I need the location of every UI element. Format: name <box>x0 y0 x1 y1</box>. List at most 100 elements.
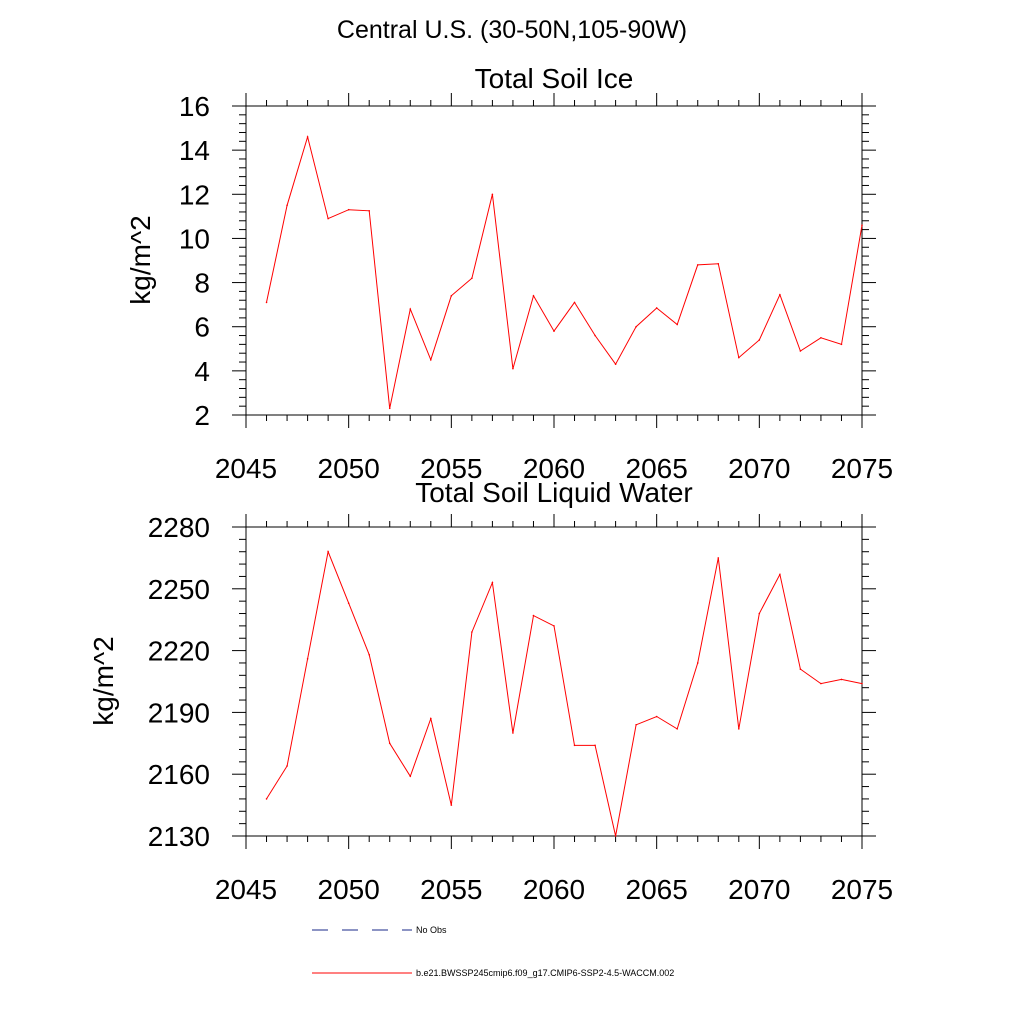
data-point <box>306 136 309 138</box>
y-axis-label: kg/m^2 <box>88 636 119 725</box>
data-point <box>696 264 699 266</box>
plot-frame <box>245 105 863 416</box>
data-point <box>861 224 863 226</box>
y-tick-label: 2190 <box>148 697 210 728</box>
data-point <box>471 277 473 279</box>
x-tick-label: 2075 <box>831 874 893 905</box>
data-point <box>512 732 514 734</box>
data-point <box>532 614 535 617</box>
data-point <box>655 715 658 718</box>
y-tick-label: 2220 <box>148 636 210 667</box>
y-tick-label: 2250 <box>148 574 210 605</box>
y-tick-label: 14 <box>179 135 210 166</box>
y-tick-label: 4 <box>194 356 210 387</box>
data-point <box>840 678 843 681</box>
data-point <box>450 295 453 297</box>
data-point <box>635 723 637 726</box>
data-point <box>758 339 761 341</box>
panel-total-soil-ice: Total Soil Ice kg/m^2 2045 2050 2055 2060 2065… <box>125 63 893 484</box>
y-tick-label: 6 <box>194 312 210 343</box>
data-point <box>779 293 781 296</box>
data-point <box>286 765 288 767</box>
data-point <box>676 323 678 326</box>
series-line-0 <box>266 135 863 409</box>
figure-title: Central U.S. (30-50N,105-90W) <box>336 16 688 44</box>
x-tick-label: 2060 <box>523 874 585 905</box>
data-point <box>717 557 720 559</box>
legend: No Obs b.e21.BWSSP245cmip6.f09_g17.CMIP6-… <box>312 925 674 978</box>
data-point <box>594 744 596 747</box>
chart-title: Total Soil Liquid Water <box>415 477 693 508</box>
data-point <box>471 631 473 633</box>
y-tick-label: 2280 <box>148 512 210 543</box>
y-tick-label: 2160 <box>148 759 210 790</box>
data-point <box>861 682 863 685</box>
data-point <box>614 835 617 837</box>
data-point <box>409 775 412 778</box>
y-tick-label: 8 <box>194 268 210 299</box>
data-point <box>327 217 329 220</box>
data-point <box>696 662 699 664</box>
data-point <box>368 210 371 212</box>
data-point <box>573 744 576 747</box>
x-tick-label: 2070 <box>728 453 790 484</box>
y-tick-label: 2 <box>194 400 210 431</box>
data-point <box>738 728 740 730</box>
x-tick-label: 2075 <box>831 453 893 484</box>
data-point <box>388 742 391 745</box>
data-point <box>450 804 453 806</box>
data-point <box>265 301 268 304</box>
legend-label-0: No Obs <box>416 925 447 935</box>
data-point <box>717 263 720 265</box>
series-line-0 <box>266 549 863 837</box>
data-point <box>738 356 740 359</box>
data-point <box>491 193 494 196</box>
x-tick-label: 2060 <box>523 453 585 484</box>
data-point <box>265 798 268 800</box>
data-point <box>820 682 822 685</box>
data-point <box>840 343 843 346</box>
x-tick-label: 2070 <box>728 874 790 905</box>
y-tick-label: 12 <box>179 179 210 210</box>
data-point <box>327 550 329 553</box>
x-tick-label: 2045 <box>215 874 277 905</box>
y-axis-label: kg/m^2 <box>125 215 156 304</box>
y-tick-label: 10 <box>179 223 210 254</box>
data-point <box>779 573 781 576</box>
data-point <box>594 334 596 337</box>
panel-total-soil-liquid-water: Total Soil Liquid Water kg/m^2 2045 2050 205… <box>88 477 893 905</box>
data-point <box>573 301 576 304</box>
data-point <box>820 336 822 339</box>
data-point <box>532 295 535 297</box>
data-point <box>614 363 617 366</box>
data-point <box>758 612 761 615</box>
data-point <box>368 653 371 656</box>
legend-label-1: b.e21.BWSSP245cmip6.f09_g17.CMIP6-SSP2-4… <box>416 968 674 978</box>
x-tick-label: 2055 <box>420 453 482 484</box>
data-point <box>553 625 555 627</box>
x-tick-label: 2065 <box>626 874 688 905</box>
data-point <box>430 717 432 720</box>
x-tick-label: 2065 <box>626 453 688 484</box>
data-point <box>347 208 350 211</box>
data-point <box>553 330 555 332</box>
y-tick-label: 2130 <box>148 821 210 852</box>
data-point <box>306 658 309 660</box>
x-tick-label: 2055 <box>420 874 482 905</box>
plot-frame <box>245 526 863 837</box>
y-tick-label: 16 <box>179 91 210 122</box>
x-tick-label: 2050 <box>318 453 380 484</box>
data-point <box>655 307 658 309</box>
data-point <box>409 308 412 310</box>
data-point <box>799 350 802 352</box>
x-tick-label: 2050 <box>318 874 380 905</box>
data-point <box>799 668 802 670</box>
data-point <box>388 407 391 410</box>
x-tick-label: 2045 <box>215 453 277 484</box>
data-point <box>286 204 288 207</box>
data-point <box>491 581 494 584</box>
data-point <box>430 359 432 361</box>
data-point <box>347 602 350 605</box>
data-point <box>676 728 678 730</box>
